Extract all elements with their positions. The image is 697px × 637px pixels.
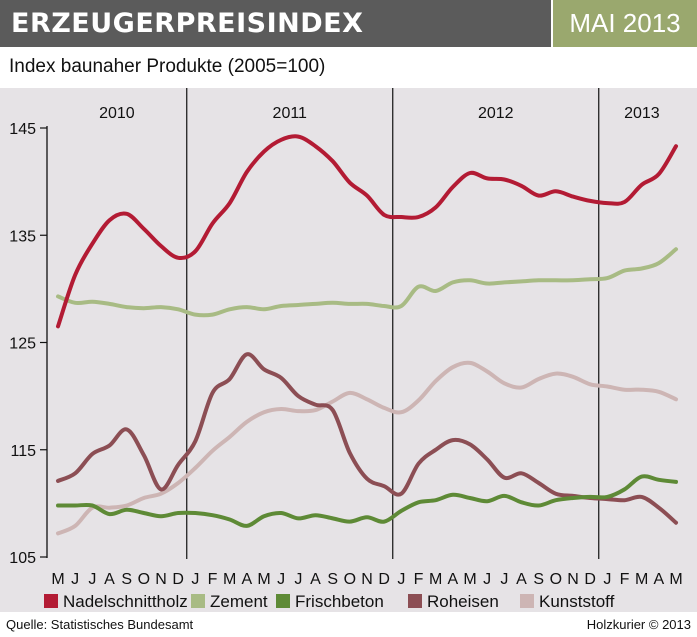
x-tick-label: D — [378, 571, 390, 588]
x-tick-label: M — [223, 571, 236, 588]
chart-panel — [0, 88, 697, 612]
x-tick-label: F — [208, 571, 218, 588]
x-tick-label: J — [191, 571, 199, 588]
x-tick-label: J — [294, 571, 302, 588]
legend: Nadelschnittholz Zement Frischbeton Roheise… — [44, 592, 615, 611]
x-tick-label: J — [500, 571, 508, 588]
x-tick-label: J — [483, 571, 491, 588]
x-tick-label: D — [584, 571, 596, 588]
legend-label: Zement — [210, 592, 268, 611]
chart-subtitle: Index baunaher Produkte (2005=100) — [9, 56, 326, 77]
series-lines — [56, 134, 678, 536]
y-tick-label: 125 — [9, 336, 36, 353]
x-tick-label: F — [414, 571, 424, 588]
series-line-zement — [56, 247, 678, 318]
year-label: 2013 — [624, 105, 660, 122]
x-tick-label: A — [653, 571, 664, 588]
series-line-kunststoff — [56, 360, 678, 536]
x-tick-label: J — [71, 571, 79, 588]
legend-label: Nadelschnittholz — [63, 592, 188, 611]
x-tick-label: M — [429, 571, 442, 588]
x-tick-label: J — [603, 571, 611, 588]
x-tick-label: M — [51, 571, 64, 588]
year-label: 2010 — [99, 105, 135, 122]
x-tick-label: O — [344, 571, 356, 588]
legend-swatch — [191, 594, 205, 608]
y-tick-label: 115 — [10, 443, 36, 460]
x-tick-label: D — [172, 571, 184, 588]
x-tick-label: J — [277, 571, 285, 588]
x-tick-label: J — [88, 571, 96, 588]
x-tick-label: O — [550, 571, 562, 588]
x-tick-label: S — [121, 571, 132, 588]
year-dividers — [186, 88, 600, 559]
header-date: MAI 2013 — [553, 0, 697, 47]
x-tick-label: M — [257, 571, 270, 588]
x-tick-label: A — [447, 571, 458, 588]
year-label: 2012 — [478, 105, 514, 122]
x-tick-label: F — [620, 571, 630, 588]
x-tick-label: O — [138, 571, 150, 588]
x-tick-label: A — [104, 571, 115, 588]
series-line-roheisen — [56, 352, 678, 525]
legend-swatch — [276, 594, 290, 608]
y-tick-label: 135 — [9, 228, 36, 245]
x-tick-label: M — [635, 571, 648, 588]
x-tick-label: J — [397, 571, 405, 588]
y-tick-label: 145 — [9, 121, 36, 138]
x-tick-label: S — [533, 571, 544, 588]
legend-label: Roheisen — [427, 592, 499, 611]
x-tick-label: M — [669, 571, 682, 588]
legend-label: Frischbeton — [295, 592, 384, 611]
y-tick-label: 105 — [9, 550, 36, 567]
x-tick-label: A — [310, 571, 321, 588]
series-line-nadelschnittholz — [56, 134, 678, 329]
x-tick-label: N — [567, 571, 579, 588]
x-tick-label: N — [155, 571, 167, 588]
year-labels: 2010 2011 2012 2013 — [99, 105, 660, 122]
series-line-frischbeton — [56, 474, 678, 528]
legend-swatch — [44, 594, 58, 608]
x-tick-label: N — [361, 571, 373, 588]
legend-label: Kunststoff — [539, 592, 615, 611]
x-tick-label: A — [516, 571, 527, 588]
header-title: ERZEUGERPREISINDEX DEUTSCHLAND — [0, 0, 551, 86]
header: ERZEUGERPREISINDEX DEUTSCHLAND MAI 2013 — [0, 0, 697, 86]
legend-swatch — [520, 594, 534, 608]
source-note: Quelle: Statistisches Bundesamt — [6, 617, 194, 632]
x-tick-label: S — [327, 571, 338, 588]
year-label: 2011 — [273, 105, 308, 122]
legend-swatch — [408, 594, 422, 608]
credit-note: Holzkurier © 2013 — [586, 617, 691, 632]
y-ticks: 105 115 125 135 145 — [9, 121, 47, 567]
x-tick-label: A — [241, 571, 252, 588]
x-tick-label: M — [463, 571, 476, 588]
